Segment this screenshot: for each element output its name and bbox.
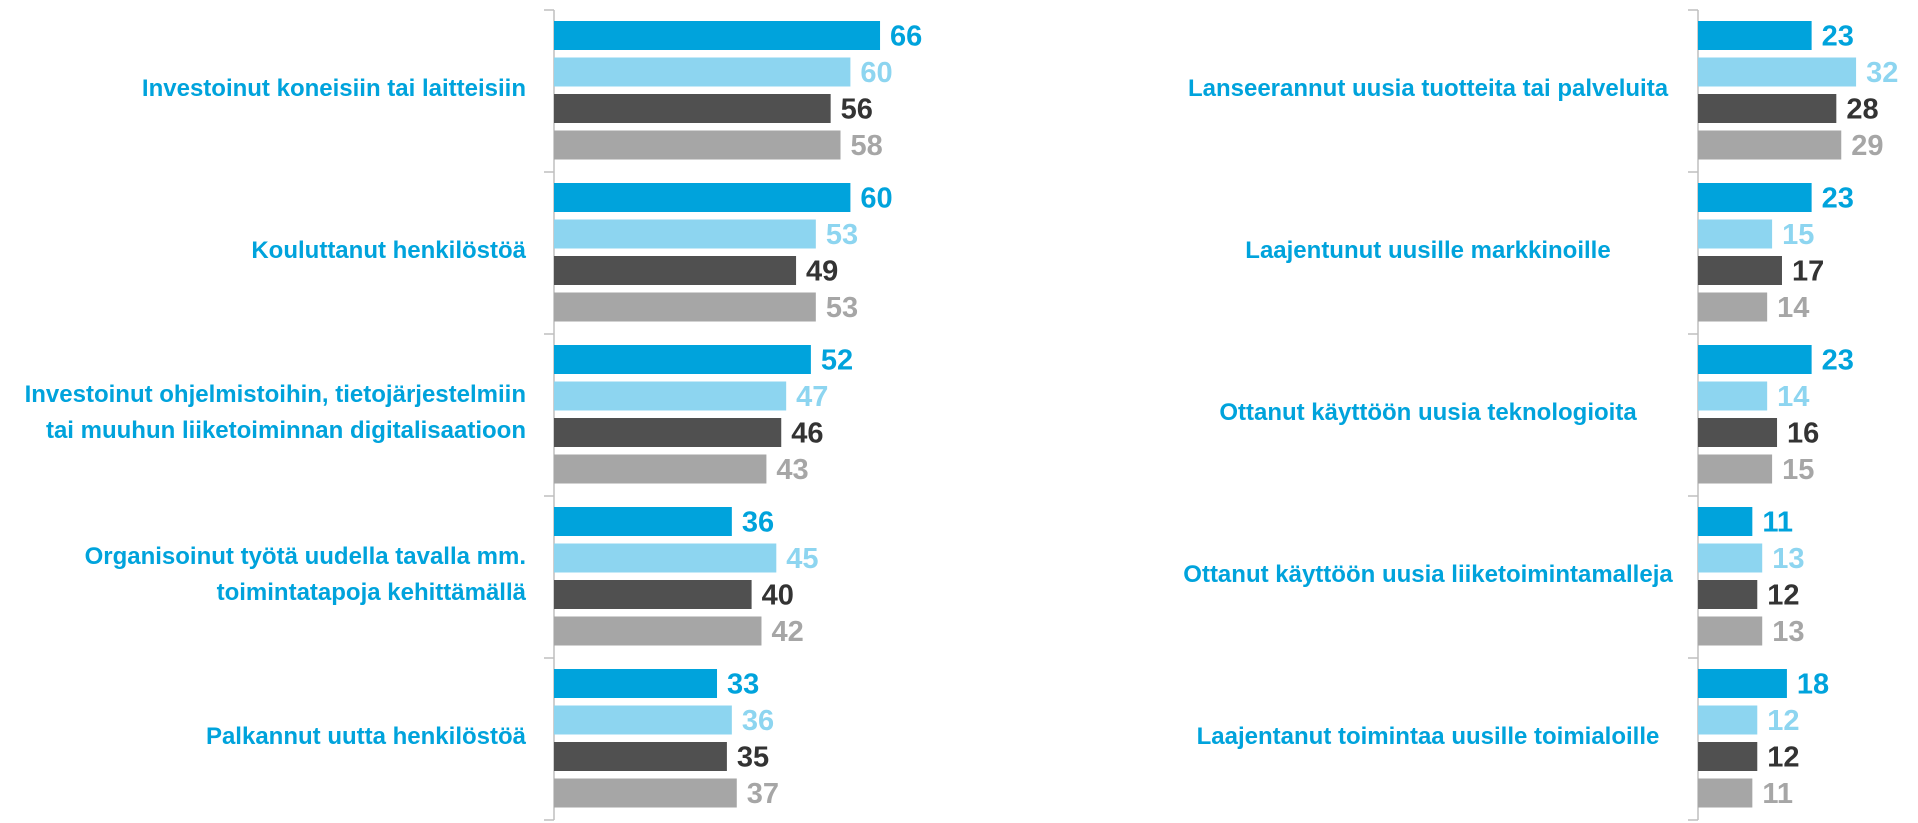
category-label: Kouluttanut henkilöstöä — [251, 237, 526, 264]
value-label: 43 — [776, 454, 808, 486]
value-label: 15 — [1782, 219, 1814, 251]
bar — [554, 256, 797, 285]
bar — [1698, 454, 1773, 484]
bar — [554, 454, 767, 484]
bar — [1698, 616, 1763, 646]
bar — [1698, 130, 1842, 160]
value-label: 42 — [771, 616, 803, 648]
value-label: 29 — [1851, 130, 1883, 162]
bar — [554, 580, 752, 609]
value-label: 60 — [860, 57, 892, 89]
value-label: 13 — [1772, 616, 1804, 648]
value-label: 14 — [1777, 381, 1809, 413]
category-label: Laajentanut toimintaa uusille toimialoil… — [1196, 723, 1660, 750]
bar — [554, 742, 727, 771]
value-label: 14 — [1777, 292, 1809, 324]
category-label: Organisoinut työtä uudella tavalla mm. t… — [84, 543, 526, 606]
value-label: 46 — [791, 418, 823, 450]
value-label: 66 — [890, 21, 922, 53]
value-label: 12 — [1767, 580, 1799, 612]
value-label: 11 — [1762, 778, 1793, 810]
value-label: 23 — [1822, 183, 1854, 215]
bar — [554, 381, 787, 411]
bar — [554, 57, 851, 87]
bar — [554, 778, 737, 808]
value-label: 49 — [806, 256, 838, 288]
bar — [1698, 219, 1773, 249]
bar — [554, 616, 762, 646]
value-label: 56 — [841, 94, 873, 126]
bar — [1698, 543, 1763, 573]
value-label: 33 — [727, 669, 759, 701]
category-label: Palkannut uutta henkilöstöä — [205, 723, 526, 750]
bar — [554, 94, 831, 123]
value-label: 18 — [1797, 669, 1829, 701]
bar — [1698, 94, 1837, 123]
bar — [1698, 292, 1768, 322]
bar — [554, 130, 841, 160]
value-label: 23 — [1822, 21, 1854, 53]
value-label: 40 — [762, 580, 794, 612]
category-label: Laajentunut uusille markkinoille — [1245, 237, 1611, 264]
category-label: Lanseerannut uusia tuotteita tai palvelu… — [1187, 75, 1669, 102]
value-label: 13 — [1772, 543, 1804, 575]
bar — [1698, 345, 1812, 374]
bar — [1698, 418, 1778, 447]
bar — [554, 21, 881, 50]
bar — [554, 183, 851, 212]
value-label: 12 — [1767, 742, 1799, 774]
value-label: 37 — [747, 778, 779, 810]
value-label: 52 — [821, 345, 853, 377]
bar — [1698, 669, 1787, 698]
category-label: Investoinut koneisiin tai laitteisiin — [141, 75, 526, 102]
value-label: 47 — [796, 381, 828, 413]
value-label: 60 — [860, 183, 892, 215]
bar — [1698, 57, 1857, 87]
value-label: 45 — [786, 543, 818, 575]
bar — [1698, 580, 1758, 609]
value-label: 23 — [1822, 345, 1854, 377]
bar — [554, 219, 816, 249]
bar — [1698, 742, 1758, 771]
value-label: 15 — [1782, 454, 1814, 486]
value-label: 11 — [1762, 507, 1793, 539]
value-label: 58 — [851, 130, 883, 162]
value-label: 36 — [742, 705, 774, 737]
value-label: 35 — [737, 742, 769, 774]
bar — [554, 669, 718, 698]
value-label: 17 — [1792, 256, 1824, 288]
bar — [554, 292, 816, 322]
value-label: 16 — [1787, 418, 1819, 450]
value-label: 12 — [1767, 705, 1799, 737]
value-label: 53 — [826, 292, 858, 324]
bar — [554, 705, 732, 735]
bar — [554, 543, 777, 573]
bar — [1698, 21, 1812, 50]
category-label: Ottanut käyttöön uusia liiketoimintamall… — [1183, 561, 1673, 588]
bar — [1698, 507, 1753, 536]
bar — [1698, 778, 1753, 808]
value-label: 32 — [1866, 57, 1898, 89]
bar — [1698, 381, 1768, 411]
value-label: 53 — [826, 219, 858, 251]
value-label: 36 — [742, 507, 774, 539]
bar — [1698, 183, 1812, 212]
category-label: Ottanut käyttöön uusia teknologioita — [1219, 399, 1637, 426]
bar — [554, 345, 811, 374]
bar — [1698, 705, 1758, 735]
value-label: 28 — [1846, 94, 1878, 126]
category-label: Investoinut ohjelmistoihin, tietojärjest… — [24, 381, 526, 444]
bar — [1698, 256, 1782, 285]
bar — [554, 418, 782, 447]
bar — [554, 507, 732, 536]
